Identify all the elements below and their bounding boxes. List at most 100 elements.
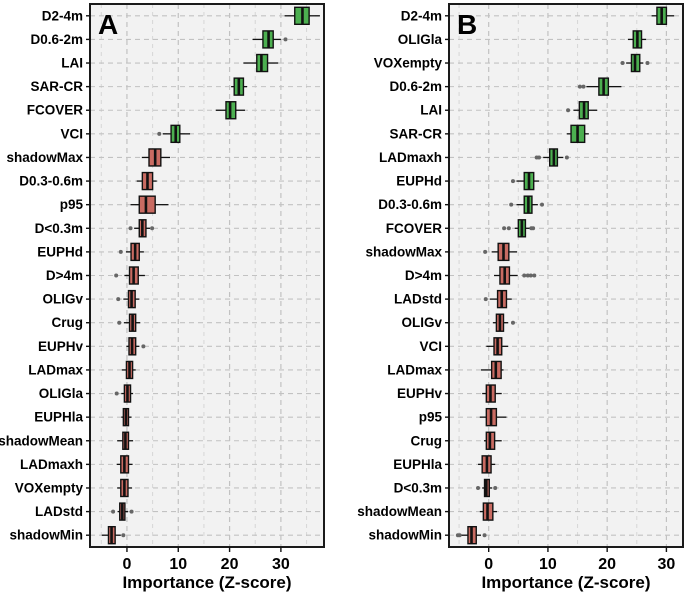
boxplot-row-LAI xyxy=(243,53,279,73)
boxplot-row-LADmaxh xyxy=(534,148,569,167)
panel-a: A D2-4m D0.6-2m LAI SAR-CR FCOVER VCI shadowMax… xyxy=(0,3,325,592)
boxplot-row-VOXempty xyxy=(620,53,650,73)
boxplot-row-EUPHd xyxy=(510,171,540,191)
outlier-dot xyxy=(150,226,155,231)
outlier-dot xyxy=(502,226,507,231)
outlier-dot xyxy=(114,391,119,396)
outlier-dot xyxy=(540,202,545,207)
boxplot-row-FCOVER xyxy=(215,101,245,120)
boxplot-row-LADstd xyxy=(483,289,512,309)
boxplot-row-shadowMean xyxy=(117,431,134,450)
panel-letter: A xyxy=(98,9,118,40)
boxplot-row-D>4m xyxy=(494,266,537,285)
category-label: EUPHd xyxy=(396,174,442,189)
outlier-dot xyxy=(493,485,498,490)
category-label: shadowMean xyxy=(0,433,83,448)
outlier-dot xyxy=(510,320,515,325)
boxplot-row-SAR-CR xyxy=(231,77,248,96)
outlier-dot xyxy=(525,273,530,278)
boxplot-row-D0.6-2m xyxy=(577,77,622,96)
outlier-dot xyxy=(528,273,533,278)
outlier-dot xyxy=(457,533,462,538)
boxplot-row-shadowMin xyxy=(455,525,487,545)
category-label: EUPHla xyxy=(34,410,83,425)
boxplot-row-FCOVER xyxy=(502,219,536,238)
category-label: EUPHla xyxy=(393,457,442,472)
boxplot-row-SAR-CR xyxy=(566,124,589,144)
outlier-dot xyxy=(537,155,542,160)
outlier-dot xyxy=(566,108,571,113)
outlier-dot xyxy=(128,226,133,231)
category-label: SAR-CR xyxy=(31,79,84,94)
category-label: LAI xyxy=(61,56,83,71)
x-tick-label: 30 xyxy=(272,556,290,573)
outlier-dot xyxy=(476,485,481,490)
boxplot-row-EUPHd xyxy=(118,242,144,262)
outlier-dot xyxy=(483,249,488,254)
category-label: D2-4m xyxy=(42,8,83,23)
category-label: LAI xyxy=(420,103,442,118)
outlier-dot xyxy=(141,344,146,349)
outlier-dot xyxy=(531,226,536,231)
boxplot-row-LAI xyxy=(566,101,598,120)
boxplot-row-p95 xyxy=(130,195,169,214)
boxplot-row-D2-4m xyxy=(284,6,320,26)
boxplot-row-D<0.3m xyxy=(476,478,498,498)
boxplot-row-shadowMax xyxy=(483,242,518,262)
outlier-dot xyxy=(509,202,514,207)
outlier-dot xyxy=(118,249,123,254)
panel-letter: B xyxy=(457,9,477,40)
boxplot-row-VCI xyxy=(486,337,509,356)
category-label: FCOVER xyxy=(27,103,84,118)
category-label: D<0.3m xyxy=(35,221,83,236)
boxplot-row-VOXempty xyxy=(117,478,133,498)
category-label: OLIGv xyxy=(401,315,442,330)
category-label: EUPHv xyxy=(397,386,443,401)
category-label: shadowMin xyxy=(10,528,84,543)
category-label: LADstd xyxy=(35,504,83,519)
category-label: LADmaxh xyxy=(20,457,83,472)
x-tick-label: 20 xyxy=(221,556,239,573)
category-label: D0.6-2m xyxy=(30,32,83,47)
boxplot-row-EUPHv xyxy=(482,384,502,403)
category-label: Crug xyxy=(52,315,84,330)
outlier-dot xyxy=(111,509,116,514)
category-label: VCI xyxy=(419,339,442,354)
category-label: D2-4m xyxy=(401,8,442,23)
category-label: D>4m xyxy=(46,268,83,283)
panel-b: B D2-4m OLIGla VOXempty D0.6-2m LAI SAR-CR LADm… xyxy=(357,3,684,592)
category-label: OLIGla xyxy=(39,386,84,401)
category-label: shadowMin xyxy=(369,528,443,543)
category-label: D0.3-0.6m xyxy=(19,174,83,189)
boxplot-row-OLIGla xyxy=(627,30,647,49)
category-label: Crug xyxy=(411,433,443,448)
outlier-dot xyxy=(114,273,119,278)
boxplot-row-LADmax xyxy=(480,360,504,380)
x-tick-label: 0 xyxy=(484,556,493,573)
boxplot-row-Crug xyxy=(483,431,502,450)
category-label: EUPHd xyxy=(37,244,83,259)
category-label: shadowMean xyxy=(357,504,442,519)
outlier-dot xyxy=(482,533,487,538)
category-label: shadowMax xyxy=(6,150,83,165)
boxplot-row-EUPHv xyxy=(126,337,146,356)
boxplot-row-D<0.3m xyxy=(128,219,155,238)
boxplot-row-shadowMin xyxy=(101,525,126,545)
outlier-dot xyxy=(121,533,126,538)
category-label: VOXempty xyxy=(15,480,84,495)
category-label: FCOVER xyxy=(386,221,443,236)
outlier-dot xyxy=(117,320,122,325)
category-label: D<0.3m xyxy=(394,480,442,495)
outlier-dot xyxy=(620,61,625,66)
category-label: D0.3-0.6m xyxy=(378,197,442,212)
outlier-dot xyxy=(483,297,488,302)
category-label: VCI xyxy=(60,126,83,141)
x-axis-title: Importance (Z-score) xyxy=(122,573,291,592)
x-axis-title: Importance (Z-score) xyxy=(481,573,650,592)
boxplot-row-OLIGv xyxy=(116,289,140,309)
boxplot-row-Crug xyxy=(117,313,141,332)
outlier-dot xyxy=(581,84,586,89)
outlier-dot xyxy=(577,84,582,89)
category-label: p95 xyxy=(60,197,84,212)
boxplot-row-D0.6-2m xyxy=(252,30,288,49)
